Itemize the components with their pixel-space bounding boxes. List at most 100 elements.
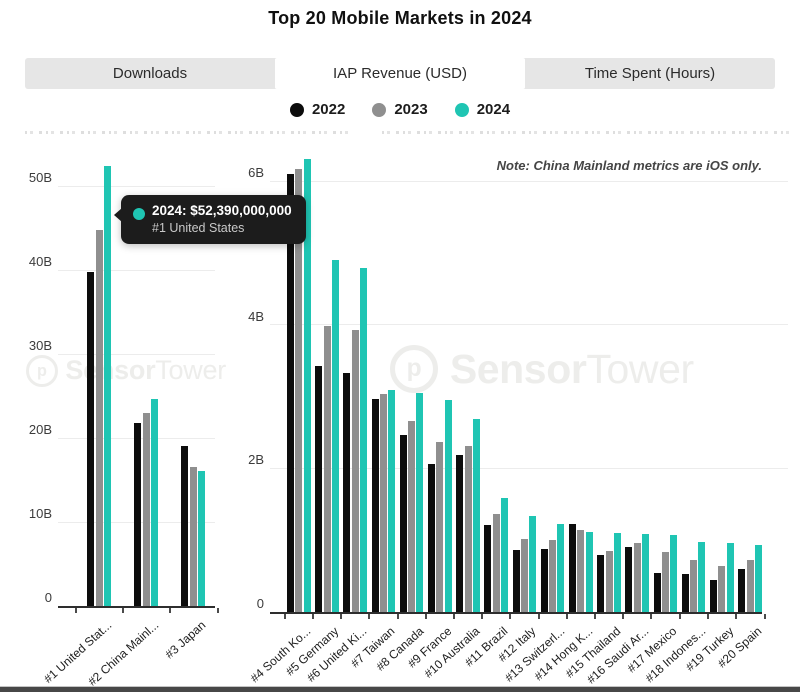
bar-2023[interactable]	[189, 467, 197, 606]
bar-2022[interactable]	[484, 525, 492, 612]
bar-2023[interactable]	[323, 326, 331, 612]
bar-2022[interactable]	[134, 423, 141, 606]
bar-2023[interactable]	[95, 230, 103, 606]
axis-tick	[678, 614, 681, 619]
bar-2022[interactable]	[315, 366, 323, 612]
bar-2022[interactable]	[597, 555, 605, 612]
bar-2023[interactable]	[661, 552, 669, 612]
axis-tick	[650, 614, 653, 619]
bar-2023[interactable]	[464, 446, 472, 612]
bar-2022[interactable]	[625, 547, 633, 612]
axis-tick	[706, 614, 709, 619]
bar-2022[interactable]	[343, 373, 351, 612]
bar-2022[interactable]	[287, 174, 294, 612]
bar-2022[interactable]	[428, 464, 435, 612]
bar-2022[interactable]	[371, 399, 379, 612]
legend-dot-2023-icon	[372, 102, 387, 117]
y-tick-label: 40B	[28, 254, 52, 269]
bar-2023[interactable]	[549, 540, 557, 612]
bar-2024[interactable]	[726, 543, 734, 612]
bar-2024[interactable]	[670, 535, 678, 612]
gridline	[58, 269, 215, 271]
bar-2023[interactable]	[351, 330, 359, 612]
axis-tick	[565, 614, 568, 619]
y-tick-label: 10B	[28, 506, 52, 521]
bar-2023[interactable]	[436, 442, 444, 612]
bar-2024[interactable]	[501, 498, 508, 612]
bar-2024[interactable]	[754, 545, 762, 612]
gridline	[270, 180, 788, 182]
bar-2022[interactable]	[569, 524, 576, 612]
legend-dot-2024-icon	[454, 102, 469, 117]
bar-2024[interactable]	[303, 159, 311, 612]
y-tick-label: 0	[44, 590, 52, 605]
bar-2023[interactable]	[379, 394, 387, 612]
bar-2024[interactable]	[331, 260, 339, 612]
axis-tick	[216, 608, 219, 613]
page-title: Top 20 Mobile Markets in 2024	[268, 8, 532, 28]
y-tick-label: 30B	[28, 338, 52, 353]
y-tick-label: 0	[256, 596, 264, 611]
bar-2022[interactable]	[681, 574, 689, 612]
bar-2023[interactable]	[577, 530, 585, 612]
bar-2022[interactable]	[399, 435, 407, 612]
bar-2022[interactable]	[512, 550, 520, 612]
sensortower-logo-icon: p	[390, 345, 439, 394]
bar-2024[interactable]	[444, 400, 452, 612]
bar-2024[interactable]	[585, 532, 593, 612]
bar-2022[interactable]	[738, 569, 746, 612]
bar-2024[interactable]	[698, 542, 706, 612]
window-edge-bar	[0, 686, 800, 692]
axis-tick	[311, 614, 314, 619]
axis-tick	[396, 614, 399, 619]
watermark-text: Tower	[155, 355, 227, 386]
legend-item-2022[interactable]: 2022	[289, 101, 345, 118]
legend-item-2023[interactable]: 2023	[372, 101, 428, 118]
bar-2024[interactable]	[557, 524, 565, 612]
bar-2024[interactable]	[360, 268, 367, 612]
bar-2022[interactable]	[87, 272, 94, 606]
bar-2023[interactable]	[746, 560, 754, 612]
legend-item-2024[interactable]: 2024	[454, 101, 511, 118]
bar-2023[interactable]	[295, 169, 303, 612]
bar-2022[interactable]	[540, 549, 548, 612]
bar-2024[interactable]	[613, 533, 621, 612]
tab-time-spent[interactable]: Time Spent (Hours)	[584, 65, 716, 82]
y-tick-label: 6B	[248, 165, 264, 181]
bar-2023[interactable]	[690, 560, 698, 612]
bar-2023[interactable]	[633, 543, 641, 612]
legend-label: 2023	[394, 101, 428, 118]
axis-tick	[424, 614, 427, 619]
bar-2022[interactable]	[181, 446, 188, 606]
bar-2024[interactable]	[642, 534, 649, 612]
sensortower-watermark: p SensorTower	[390, 345, 694, 394]
bar-tooltip: 2024: $52,390,000,000 #1 United States	[114, 195, 306, 244]
bar-2024[interactable]	[388, 390, 396, 612]
sensortower-watermark: p SensorTower	[26, 355, 226, 387]
y-tick-label: 50B	[28, 170, 52, 185]
bar-2023[interactable]	[520, 539, 528, 612]
bar-2024[interactable]	[472, 419, 480, 612]
logo-letter: p	[36, 361, 47, 380]
bar-2023[interactable]	[492, 514, 500, 612]
axis-tick	[74, 608, 77, 613]
tooltip-series-dot-icon	[133, 208, 145, 220]
bar-2023[interactable]	[605, 551, 613, 612]
bar-2022[interactable]	[456, 455, 464, 612]
axis-tick	[452, 614, 455, 619]
metric-tabbar: Downloads IAP Revenue (USD) Time Spent (…	[25, 58, 775, 89]
bar-2024[interactable]	[529, 516, 537, 612]
bar-2023[interactable]	[718, 566, 726, 612]
bar-2022[interactable]	[653, 573, 661, 612]
tab-downloads[interactable]: Downloads	[112, 65, 188, 82]
legend-label: 2024	[476, 101, 511, 118]
bar-2023[interactable]	[408, 421, 416, 612]
bar-2024[interactable]	[198, 471, 205, 606]
bar-2024[interactable]	[104, 166, 111, 606]
bar-2023[interactable]	[142, 413, 150, 606]
axis-tick	[340, 614, 343, 619]
tab-iap-revenue[interactable]: IAP Revenue (USD)	[275, 58, 525, 89]
bar-2024[interactable]	[416, 393, 424, 612]
bar-2024[interactable]	[151, 399, 158, 606]
bar-2022[interactable]	[710, 580, 717, 612]
